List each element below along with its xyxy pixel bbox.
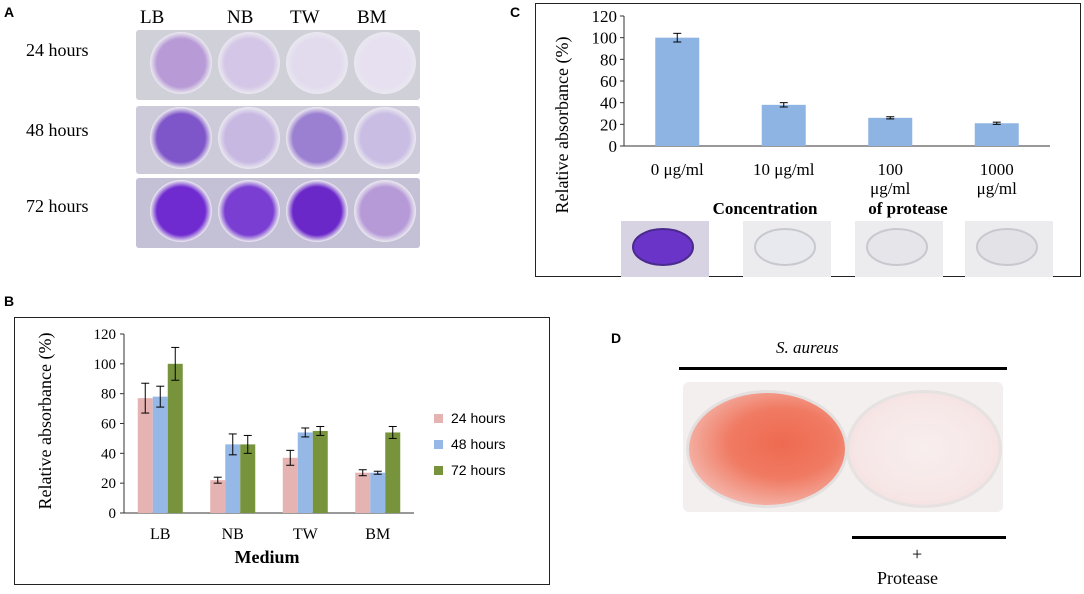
well-bm-1	[354, 32, 416, 94]
x-tick-label: NB	[222, 526, 244, 543]
bar-lb-2	[152, 396, 168, 513]
x-tick-label: BM	[365, 526, 390, 543]
x-tick-label: TW	[293, 526, 319, 543]
well-bm-2	[354, 107, 416, 169]
row-label-48h: 48 hours	[26, 120, 89, 140]
y-tick-label: 40	[600, 94, 617, 113]
column-label-nb: NB	[227, 7, 254, 28]
y-tick-label: 80	[101, 387, 116, 403]
y-tick-label: 60	[600, 72, 617, 91]
organism-label: S. aureus	[776, 338, 839, 357]
well-lb-1	[150, 32, 212, 94]
x-tick-label-unit: μg/ml	[977, 179, 1018, 198]
well-nb-3	[218, 180, 280, 242]
bar-nb-2	[225, 444, 241, 513]
protease-well	[846, 390, 1002, 508]
bar-lb-1	[137, 398, 153, 513]
x-axis-title-part2: of protease	[868, 199, 948, 218]
y-tick-label: 120	[592, 7, 618, 26]
legend-swatch	[434, 466, 443, 475]
bar-0	[655, 37, 700, 146]
x-axis-title: Medium	[235, 547, 300, 567]
legend-swatch	[434, 440, 443, 449]
legend-label: 24 hours	[451, 410, 505, 426]
panel-letter-a: A	[4, 4, 15, 20]
well-photo	[866, 228, 928, 266]
well-tw-3	[286, 180, 348, 242]
y-tick-label: 0	[609, 137, 618, 156]
well-lb-2	[150, 107, 212, 169]
bar-tw-2	[297, 432, 313, 513]
plus-sign: +	[912, 544, 923, 564]
y-tick-label: 100	[592, 29, 618, 48]
row-label-24h: 24 hours	[26, 40, 89, 60]
x-tick-label: LB	[150, 526, 170, 543]
y-axis-title: Relative absorbance (%)	[35, 333, 56, 510]
y-tick-label: 20	[101, 476, 116, 492]
well-nb-2	[218, 107, 280, 169]
well-bm-3	[354, 180, 416, 242]
y-tick-label: 40	[101, 446, 116, 462]
y-tick-label: 100	[94, 357, 117, 373]
column-label-tw: TW	[290, 7, 320, 28]
y-tick-label: 20	[600, 115, 617, 134]
x-tick-label-unit: μg/ml	[870, 179, 911, 198]
y-tick-label: 0	[109, 506, 117, 522]
legend-swatch	[434, 414, 443, 423]
bar-nb-3	[240, 444, 256, 513]
bar-lb-3	[167, 363, 183, 513]
bar-bm-2	[370, 472, 386, 513]
protease-line	[852, 536, 1006, 539]
bar-100	[868, 117, 913, 146]
bar-tw-1	[282, 457, 298, 513]
y-tick-label: 60	[101, 417, 116, 433]
panel-letter-b: B	[4, 293, 15, 309]
well-lb-3	[150, 180, 212, 242]
x-tick-label: 0 μg/ml	[651, 160, 704, 179]
column-label-bm: BM	[357, 7, 387, 28]
y-tick-label: 120	[94, 327, 117, 343]
x-tick-label: 100	[878, 160, 904, 179]
panel-letter-c: C	[510, 4, 521, 20]
column-label-lb: LB	[140, 7, 165, 28]
well-nb-1	[218, 32, 280, 94]
well-tw-2	[286, 107, 348, 169]
panel-b-chart: 0 20 40 60 80 100 120 LB NB TW BM Medium Relative ab…	[35, 327, 505, 567]
well-photo	[632, 228, 694, 266]
legend-label: 48 hours	[451, 436, 505, 452]
bar-tw-3	[312, 430, 328, 513]
organism-line	[679, 367, 1007, 370]
legend-label: 72 hours	[451, 462, 505, 478]
x-tick-label: 10 μg/ml	[753, 160, 815, 179]
panel-b-frame	[14, 317, 550, 585]
bar-nb-1	[210, 480, 226, 513]
bar-bm-1	[355, 472, 371, 513]
row-label-72h: 72 hours	[26, 196, 89, 216]
well-tw-1	[286, 32, 348, 94]
well-photo	[976, 228, 1038, 266]
bar-1000	[974, 123, 1019, 146]
y-axis-title: Relative absorbance (%)	[552, 37, 573, 214]
panel-letter-d: D	[611, 330, 622, 346]
x-tick-label: 1000	[980, 160, 1014, 179]
bar-bm-3	[385, 432, 401, 513]
protease-label: Protease	[877, 568, 938, 588]
bar-10	[761, 104, 806, 146]
y-tick-label: 80	[600, 50, 617, 69]
untreated-well	[686, 390, 848, 508]
well-photo	[754, 228, 816, 266]
x-axis-title-part1: Concentration	[713, 199, 818, 218]
